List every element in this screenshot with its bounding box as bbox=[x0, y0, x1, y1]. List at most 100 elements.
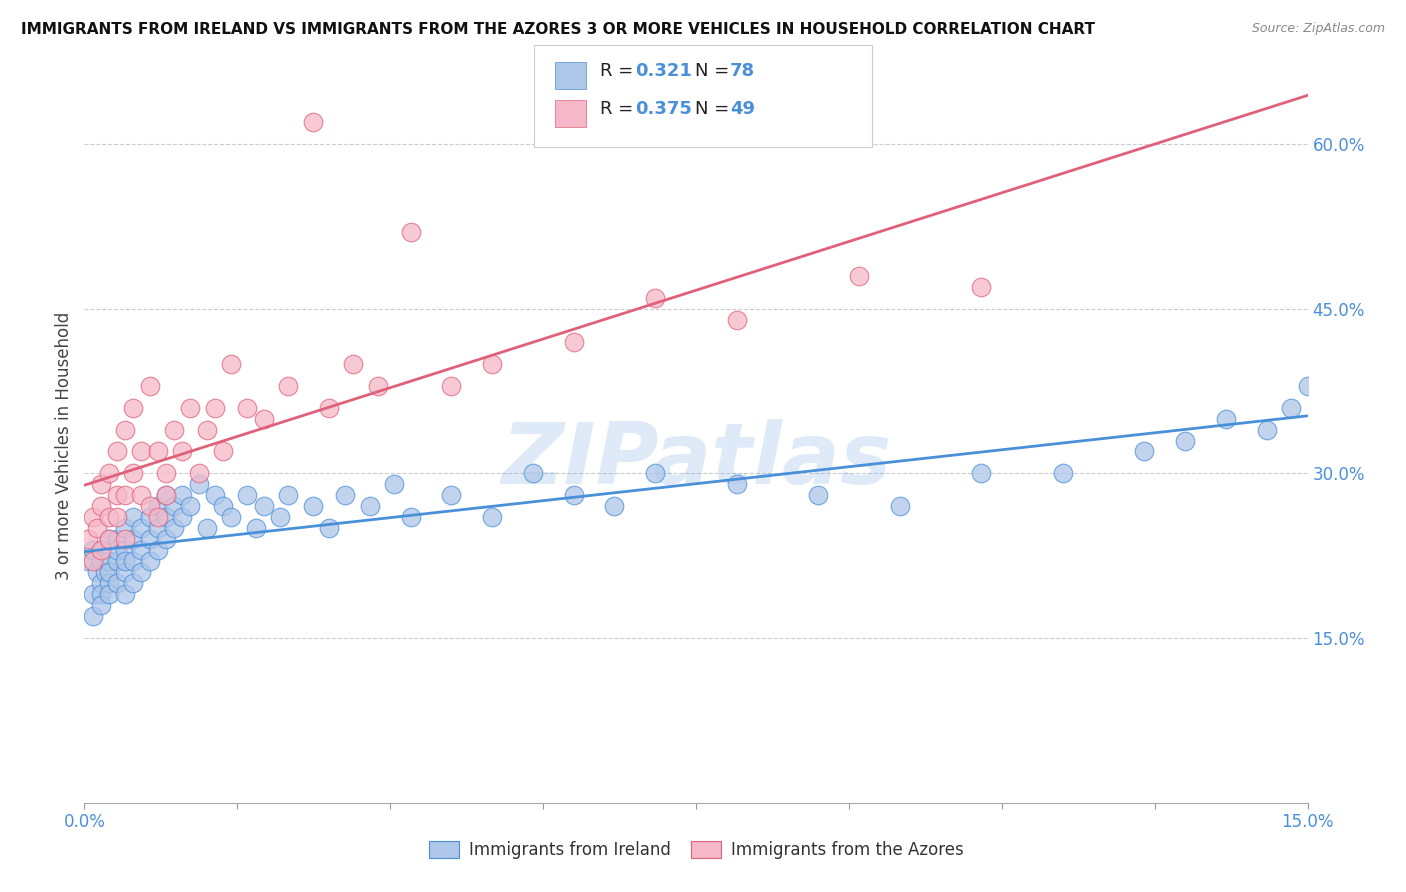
Point bbox=[440, 378, 463, 392]
Point bbox=[1279, 401, 1302, 415]
Point bbox=[90, 576, 112, 591]
Point bbox=[131, 543, 153, 558]
Point bbox=[179, 500, 201, 514]
Point bbox=[212, 444, 235, 458]
Point bbox=[970, 280, 993, 294]
Point bbox=[848, 268, 870, 283]
Point bbox=[90, 587, 112, 601]
Point bbox=[163, 500, 186, 514]
Point bbox=[807, 488, 830, 502]
Point bbox=[1133, 444, 1156, 458]
Point bbox=[138, 510, 160, 524]
Text: R =: R = bbox=[600, 62, 640, 80]
Point bbox=[204, 488, 226, 502]
Point bbox=[131, 566, 153, 580]
Point bbox=[82, 543, 104, 558]
Text: Source: ZipAtlas.com: Source: ZipAtlas.com bbox=[1251, 22, 1385, 36]
Point bbox=[105, 576, 128, 591]
Point bbox=[97, 554, 120, 568]
Point bbox=[122, 401, 145, 415]
Point bbox=[97, 510, 120, 524]
Point bbox=[90, 598, 112, 612]
Point bbox=[131, 521, 153, 535]
Point bbox=[269, 510, 291, 524]
Point bbox=[82, 609, 104, 624]
Point bbox=[97, 467, 120, 481]
Point bbox=[114, 521, 136, 535]
Point bbox=[725, 477, 748, 491]
Point bbox=[245, 521, 267, 535]
Point bbox=[146, 500, 169, 514]
Point bbox=[114, 554, 136, 568]
Point bbox=[97, 587, 120, 601]
Point bbox=[146, 444, 169, 458]
Point bbox=[219, 510, 242, 524]
Point bbox=[155, 510, 177, 524]
Point bbox=[562, 334, 585, 349]
Point bbox=[342, 357, 364, 371]
Legend: Immigrants from Ireland, Immigrants from the Azores: Immigrants from Ireland, Immigrants from… bbox=[422, 834, 970, 866]
Point bbox=[195, 521, 218, 535]
Point bbox=[725, 312, 748, 326]
Point bbox=[970, 467, 993, 481]
Point bbox=[155, 488, 177, 502]
Point bbox=[138, 533, 160, 547]
Point bbox=[155, 467, 177, 481]
Point bbox=[93, 566, 115, 580]
Point bbox=[90, 477, 112, 491]
Point bbox=[114, 587, 136, 601]
Point bbox=[236, 401, 259, 415]
Text: ZIPatlas: ZIPatlas bbox=[501, 418, 891, 502]
Text: 0.375: 0.375 bbox=[636, 100, 692, 118]
Point bbox=[212, 500, 235, 514]
Point bbox=[90, 554, 112, 568]
Point bbox=[97, 566, 120, 580]
Point bbox=[122, 467, 145, 481]
Point bbox=[90, 500, 112, 514]
Text: 49: 49 bbox=[730, 100, 755, 118]
Point bbox=[105, 488, 128, 502]
Point bbox=[163, 423, 186, 437]
Point bbox=[86, 566, 108, 580]
Point bbox=[105, 554, 128, 568]
Point bbox=[1052, 467, 1074, 481]
Point bbox=[155, 488, 177, 502]
Point bbox=[382, 477, 405, 491]
Point bbox=[236, 488, 259, 502]
Text: N =: N = bbox=[695, 100, 734, 118]
Point bbox=[138, 554, 160, 568]
Point bbox=[105, 533, 128, 547]
Point bbox=[146, 543, 169, 558]
Point bbox=[105, 543, 128, 558]
Point bbox=[138, 500, 160, 514]
Point bbox=[481, 357, 503, 371]
Text: 78: 78 bbox=[730, 62, 755, 80]
Text: N =: N = bbox=[695, 62, 734, 80]
Point bbox=[172, 510, 194, 524]
Point bbox=[1174, 434, 1197, 448]
Point bbox=[277, 378, 299, 392]
Point bbox=[82, 554, 104, 568]
Point bbox=[90, 543, 112, 558]
Point bbox=[82, 510, 104, 524]
Y-axis label: 3 or more Vehicles in Household: 3 or more Vehicles in Household bbox=[55, 312, 73, 580]
Point bbox=[122, 576, 145, 591]
Point bbox=[172, 488, 194, 502]
Point bbox=[163, 521, 186, 535]
Point bbox=[77, 533, 100, 547]
Point bbox=[335, 488, 357, 502]
Point bbox=[522, 467, 544, 481]
Point bbox=[889, 500, 911, 514]
Point bbox=[603, 500, 626, 514]
Point bbox=[187, 467, 209, 481]
Point bbox=[318, 521, 340, 535]
Point bbox=[204, 401, 226, 415]
Point bbox=[562, 488, 585, 502]
Point bbox=[131, 488, 153, 502]
Point bbox=[97, 533, 120, 547]
Point bbox=[114, 543, 136, 558]
Point bbox=[1215, 411, 1237, 425]
Point bbox=[122, 533, 145, 547]
Point bbox=[399, 225, 422, 239]
Point bbox=[301, 115, 323, 129]
